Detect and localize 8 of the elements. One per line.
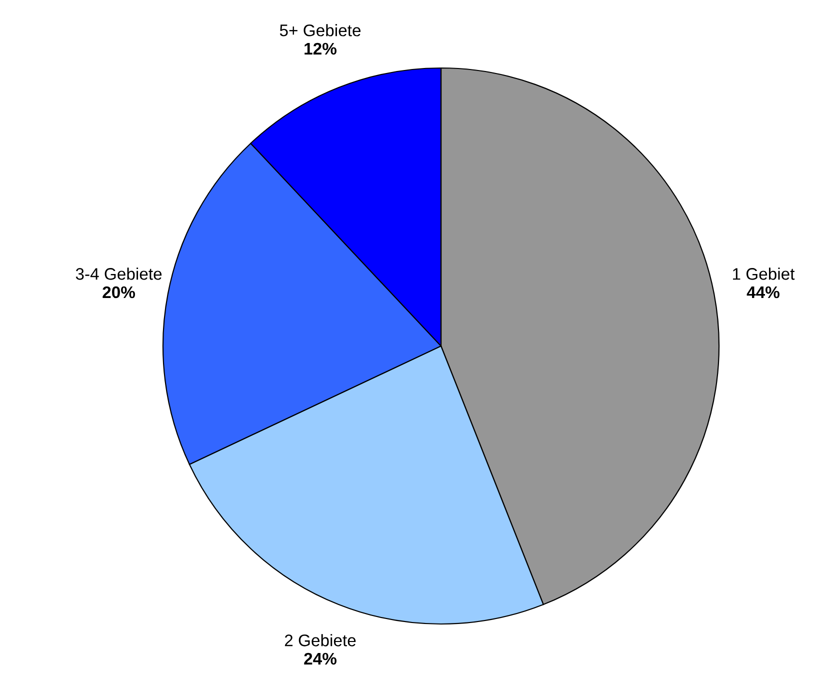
slice-label: 3-4 Gebiete (76, 268, 162, 280)
data-label: 12% (304, 42, 336, 55)
data-label: 44% (746, 286, 780, 298)
data-label: 24% (304, 652, 336, 665)
slice-label: 2 Gebiete (284, 634, 356, 646)
data-label: 20% (102, 286, 136, 298)
slice-label: 1 Gebiet (733, 268, 795, 280)
slice-label: 5+ Gebiete (280, 24, 361, 36)
